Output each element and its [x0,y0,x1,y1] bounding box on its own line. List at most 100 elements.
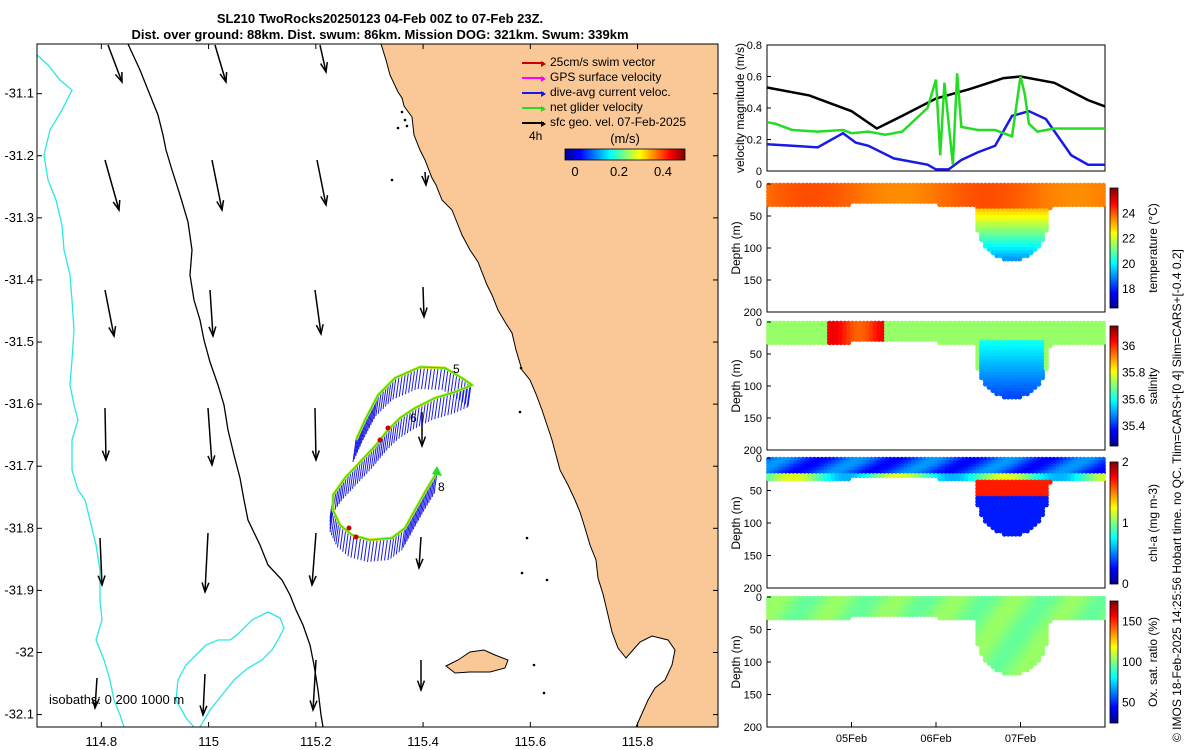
section-sample [971,333,977,339]
section-sample [788,608,795,614]
section-sample [967,320,973,326]
dive-current-vector [411,369,416,392]
section-sample [941,339,947,346]
section-sample [899,466,905,472]
section-sample [1070,476,1076,482]
section-sample [857,182,863,188]
section-sample [1013,466,1019,472]
dive-current-vector [373,539,378,562]
section-sample [918,459,924,466]
section-sample [792,333,798,339]
section-sample [1020,650,1027,657]
section-sample [1005,531,1011,537]
section-sample [777,608,783,614]
section-sample [1077,456,1084,462]
section-sample [880,459,886,466]
section-sample [876,189,882,195]
section-sample [1039,476,1046,482]
section-sample [1024,365,1030,371]
section-sample [994,237,1000,243]
section-sample [948,189,954,195]
section-sample [979,498,985,505]
section-sample [990,371,996,378]
lon-tick-label: 114.8 [86,734,118,749]
section-sample [773,472,779,479]
section-sample [857,330,863,336]
section-sample [975,463,981,469]
section-sample [979,459,985,466]
section-sample [1009,249,1015,256]
section-sample [1024,463,1030,469]
section-sample [792,476,798,482]
section-sample [769,476,776,482]
section-sample [994,598,1000,605]
section-sample [914,605,920,611]
section-sample [933,459,939,466]
section-sample [1039,611,1046,618]
section-sample [1036,518,1042,524]
section-sample [948,463,954,469]
section-sample [990,195,996,201]
section-sample [838,472,844,479]
section-sample [1028,368,1034,374]
section-sample [975,605,981,611]
section-sample [804,595,810,601]
section-sample [769,472,776,479]
section-sample [979,224,985,230]
section-sample [914,598,920,605]
section-sample [788,201,795,208]
section-sample [1047,189,1053,195]
section-sample [1058,198,1065,204]
section-sample [766,459,772,466]
section-sample [990,343,996,349]
section-sample [1032,505,1038,511]
section-sample [1020,508,1027,514]
section-sample [1074,611,1080,618]
section-sample [998,195,1004,201]
section-sample [1039,598,1046,605]
section-sample [781,463,787,469]
section-sample [1058,608,1065,614]
section-sample [773,476,779,482]
section-sample [982,476,989,482]
section-sample [1009,650,1015,657]
section-sample [1036,598,1042,605]
section-sample [773,192,779,198]
section-sample [990,660,996,666]
section-sample [982,240,989,246]
section-sample [1009,469,1015,475]
section-sample [967,476,973,482]
section-sample [1051,195,1057,201]
dive-current-vector [404,372,409,395]
section-sample [990,211,996,217]
section-sample [876,182,882,188]
section-sample [1070,339,1076,346]
section-sample [944,605,951,611]
section-sample [979,641,985,647]
section-sample [1009,217,1015,224]
section-sample [769,339,776,346]
section-sample [883,469,890,475]
section-sample [963,330,970,336]
section-sample [823,615,829,621]
section-sample [1017,634,1023,640]
section-sample [1074,608,1080,614]
section-sample [777,330,783,336]
section-sample [1001,485,1008,492]
section-sample [1032,624,1038,631]
section-sample [1043,214,1049,220]
section-sample [826,198,833,204]
section-sample [1062,456,1068,462]
section-sample [998,323,1004,330]
section-sample [800,323,806,330]
section-sample [788,185,795,192]
section-sample [777,476,783,482]
section-sample [785,595,791,601]
section-sample [857,472,863,479]
section-sample [1017,459,1023,466]
section-sample [998,650,1004,657]
section-colorbar [1109,600,1119,724]
section-sample [1005,667,1011,673]
section-sample [845,339,852,346]
section-sample [1009,595,1015,601]
